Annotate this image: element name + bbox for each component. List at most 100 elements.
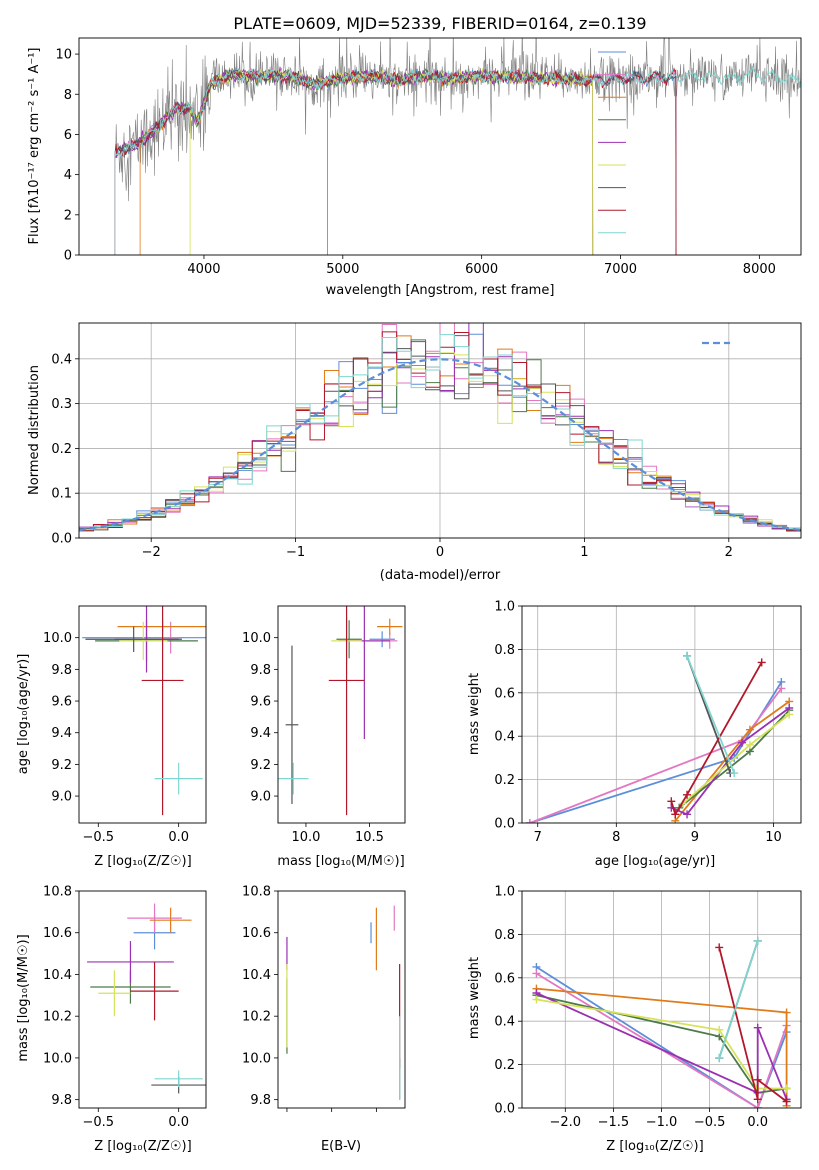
mass-weight-marker <box>715 1054 724 1063</box>
y-tick-label: 0.8 <box>494 928 515 943</box>
x-tick-label: 9 <box>691 830 699 845</box>
mass-weight-marker <box>667 797 676 806</box>
x-tick-label: 0.0 <box>747 1115 768 1130</box>
y-tick-label: 10.4 <box>43 968 72 983</box>
model-spectrum-line <box>114 67 677 255</box>
residual-histogram <box>79 331 801 538</box>
y-tick-label: 10.8 <box>43 885 72 900</box>
x-tick-label: −2.0 <box>550 1115 582 1130</box>
mass-weight-marker <box>777 684 786 693</box>
x-tick-label: 4000 <box>187 262 220 277</box>
x-tick-label: 6000 <box>465 262 498 277</box>
mass-weight-marker <box>525 819 534 823</box>
y-tick-label: 9.6 <box>250 695 271 710</box>
y-tick-label: 10.0 <box>242 1051 271 1066</box>
model-spectrum-line <box>114 67 677 255</box>
y-tick-label: 10.0 <box>242 631 271 646</box>
model-spectrum-line <box>114 66 594 255</box>
mass-weight-line <box>535 972 788 1108</box>
mass-weight-marker <box>532 995 541 1004</box>
mass-weight-marker <box>683 790 692 799</box>
mass-weight-marker <box>753 1023 762 1032</box>
spectrum-xlabel: wavelength [Angstrom, rest frame] <box>326 283 555 298</box>
y-tick-label: 6 <box>64 128 72 143</box>
age-vs-mass-xlabel: mass [log₁₀(M/M☉)] <box>277 854 404 869</box>
age-vs-metallicity-xlabel: Z [log₁₀(Z/Z☉)] <box>94 854 191 869</box>
mass-weight-marker <box>715 943 724 952</box>
spectrum-panel: PLATE=0609, MJD=52339, FIBERID=0164, z=0… <box>27 14 802 298</box>
y-tick-label: 10 <box>55 48 72 63</box>
massweight-vs-age-panel: age [log₁₀(age/yr)] mass weight 7 8 9 10 0.0… <box>467 600 802 869</box>
mass-weight-marker <box>745 740 754 749</box>
x-tick-label: 8 <box>612 830 620 845</box>
mass-weight-marker <box>782 1008 791 1017</box>
y-tick-label: 0.4 <box>494 1015 515 1030</box>
y-tick-label: 9.2 <box>250 758 271 773</box>
mass-vs-metallicity-xlabel: Z [log₁₀(Z/Z☉)] <box>94 1139 191 1154</box>
mass-weight-marker <box>757 658 766 667</box>
mass-weight-marker <box>715 1025 724 1034</box>
y-tick-label: 10.8 <box>242 885 271 900</box>
mass-weight-marker <box>532 969 541 978</box>
residuals-ylabel: Normed distribution <box>27 365 42 495</box>
x-tick-label: −0.5 <box>83 830 115 845</box>
mass-weight-line <box>536 992 788 1100</box>
x-tick-label: −1.5 <box>598 1115 630 1130</box>
mass-weight-line <box>718 947 788 1103</box>
y-tick-label: 4 <box>64 168 72 183</box>
y-tick-label: 10.6 <box>43 926 72 941</box>
mass_vs_Z-plot-area <box>87 903 206 1094</box>
y-tick-label: 9.8 <box>51 1093 72 1108</box>
x-tick-label: 0.0 <box>168 1115 189 1130</box>
y-tick-label: 0.2 <box>494 1058 515 1073</box>
spectrum-title: PLATE=0609, MJD=52339, FIBERID=0164, z=0… <box>233 14 646 33</box>
residuals-xlabel: (data-model)/error <box>380 568 501 583</box>
y-tick-label: 0.3 <box>51 397 72 412</box>
y-tick-label: 8 <box>64 88 72 103</box>
axes-frame <box>521 890 802 1109</box>
mass-weight-marker <box>753 1075 762 1084</box>
y-tick-label: 0.0 <box>494 817 515 832</box>
x-tick-label: 8000 <box>743 262 776 277</box>
y-tick-label: 2 <box>64 208 72 223</box>
y-tick-label: 0.4 <box>51 352 72 367</box>
y-tick-label: 9.0 <box>250 790 271 805</box>
spectrum-ylabel: Flux [fλ10⁻¹⁷ erg cm⁻² s⁻¹ A⁻¹] <box>27 48 42 245</box>
mass-weight-line <box>670 661 763 817</box>
y-tick-label: 0.6 <box>494 971 515 986</box>
x-tick-label: 1 <box>580 545 588 560</box>
mass-weight-marker <box>782 1084 791 1093</box>
mass-weight-marker <box>753 1104 762 1108</box>
x-tick-label: −2 <box>142 545 161 560</box>
y-tick-label: 0.8 <box>494 643 515 658</box>
y-tick-label: 0.2 <box>494 773 515 788</box>
massweight-vs-metallicity-xlabel: Z [log₁₀(Z/Z☉)] <box>606 1139 703 1154</box>
y-tick-label: 9.6 <box>51 695 72 710</box>
mass-weight-marker <box>782 1097 791 1106</box>
axes-frame <box>78 890 207 1109</box>
x-tick-label: 7000 <box>604 262 637 277</box>
y-tick-label: 10.0 <box>43 1051 72 1066</box>
model-spectrum-line <box>189 68 594 255</box>
y-tick-label: 10.2 <box>43 1010 72 1025</box>
axes-frame <box>78 605 207 824</box>
y-tick-label: 10.2 <box>242 1010 271 1025</box>
mass-weight-marker <box>753 1095 762 1104</box>
y-tick-label: 9.4 <box>51 726 72 741</box>
y-tick-label: 9.8 <box>51 663 72 678</box>
y-tick-label: 0.2 <box>51 442 72 457</box>
mass-weight-line <box>670 707 790 816</box>
y-tick-label: 9.0 <box>51 790 72 805</box>
massweight-vs-metallicity-panel: Z [log₁₀(Z/Z☉)] mass weight −2.0 −1.5 −1.0… <box>467 885 802 1154</box>
mass-weight-line <box>536 998 787 1090</box>
mass-vs-metallicity-ylabel: mass [log₁₀(M/M☉)] <box>16 934 31 1061</box>
y-tick-label: 9.4 <box>250 726 271 741</box>
y-tick-label: 1.0 <box>494 600 515 615</box>
residuals-plot-area <box>79 323 801 538</box>
mass-weight-marker <box>745 725 754 734</box>
mass-weight-line <box>686 655 736 774</box>
mass-weight-line <box>718 940 759 1059</box>
y-tick-label: 9.8 <box>250 1093 271 1108</box>
x-tick-label: 0 <box>436 545 444 560</box>
